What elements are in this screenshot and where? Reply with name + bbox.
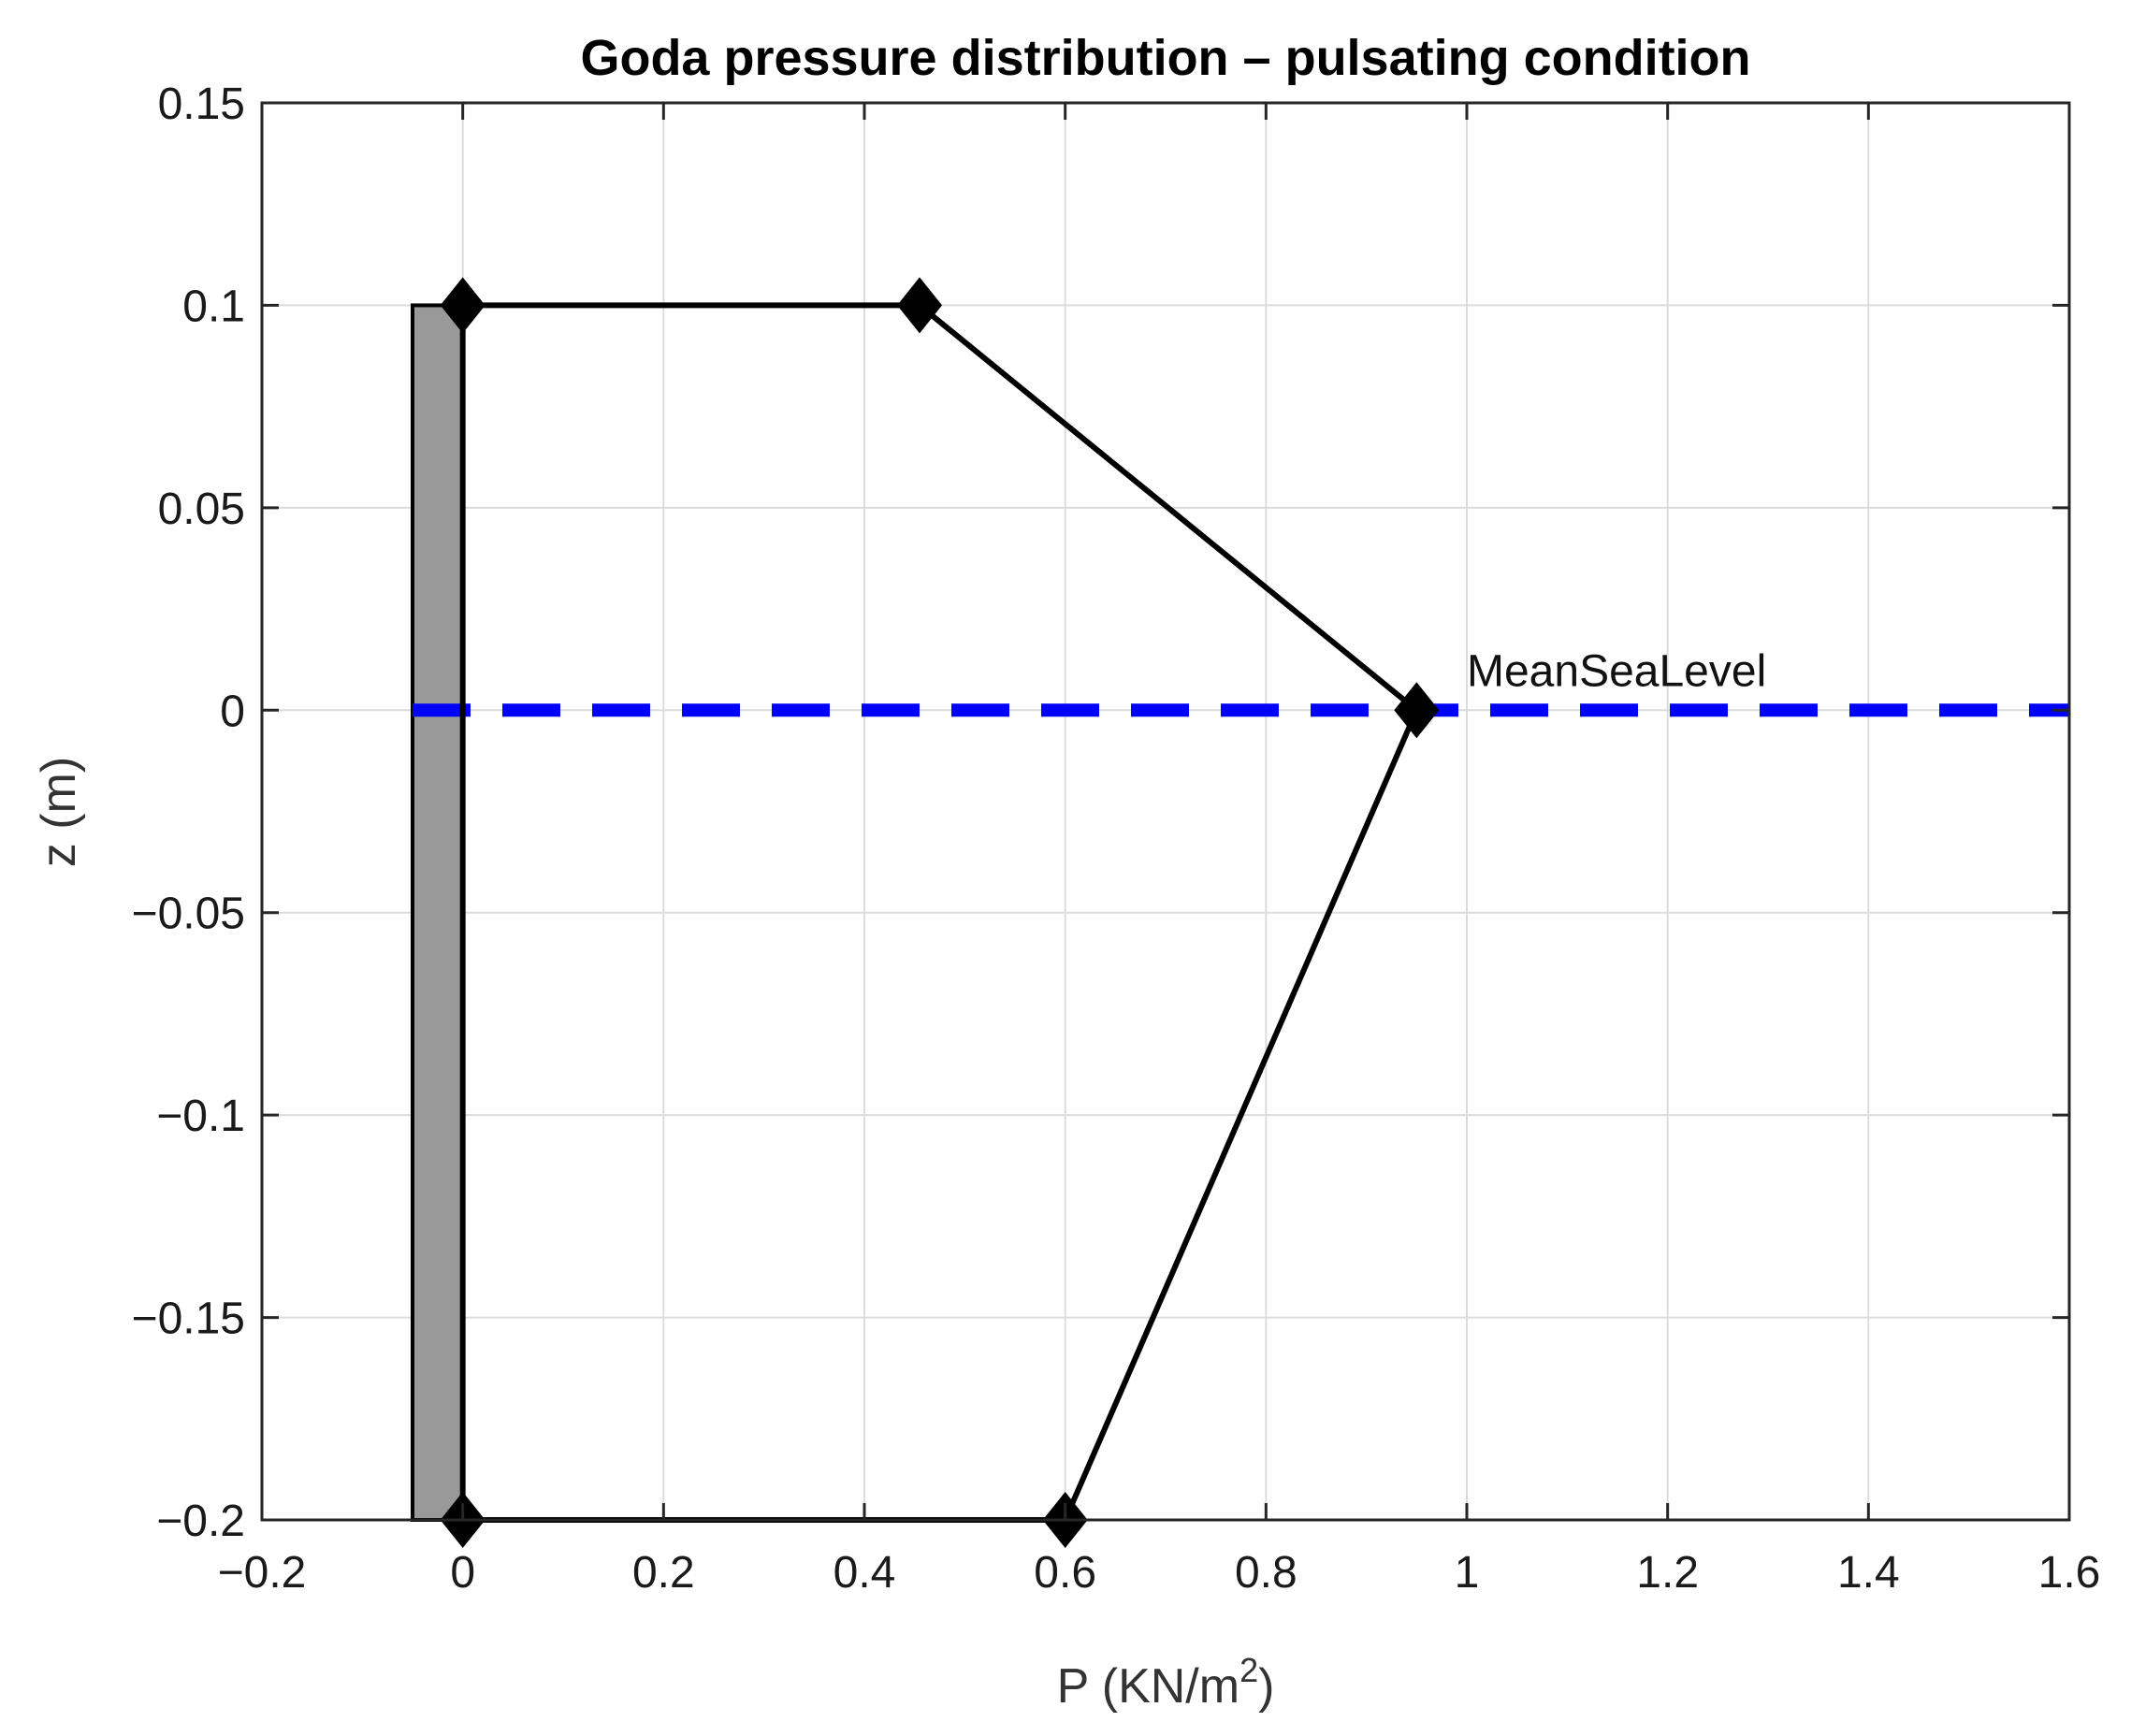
y-tick-label: 0.15 xyxy=(158,80,245,129)
x-axis-label: P (KN/m2) xyxy=(1057,1651,1275,1714)
y-tick-label: 0 xyxy=(220,687,245,736)
y-tick-label: −0.1 xyxy=(156,1092,245,1141)
axes-background xyxy=(262,103,2069,1520)
y-tick-label: −0.2 xyxy=(156,1497,245,1546)
diamond-marker xyxy=(1394,682,1440,739)
y-tick-label: −0.15 xyxy=(132,1295,245,1344)
x-tick-label: 1.2 xyxy=(1636,1548,1699,1598)
x-tick-label: 1 xyxy=(1455,1548,1480,1598)
y-axis-label: z (m) xyxy=(32,757,86,867)
x-axis-label-close: ) xyxy=(1258,1659,1274,1714)
chart-title: Goda pressure distribution – pulsating c… xyxy=(580,30,1750,86)
x-axis-label-superscript: 2 xyxy=(1239,1651,1258,1689)
breakwater-wall xyxy=(411,303,465,1522)
axes-box xyxy=(260,101,2071,1522)
diamond-marker xyxy=(440,277,486,334)
x-tick-label: 0.4 xyxy=(834,1548,896,1598)
y-tick-label: 0.1 xyxy=(182,282,245,331)
y-tick-labels: 0.15 0.1 0.05 0 −0.05 −0.1 −0.15 −0.2 xyxy=(132,80,245,1546)
x-tick-label: 0.2 xyxy=(632,1548,695,1598)
x-tick-labels: −0.2 0 0.2 0.4 0.6 0.8 1 1.2 1.4 1.6 xyxy=(218,1548,2101,1598)
pressure-profile-layer xyxy=(459,302,1420,1523)
x-tick-label: 0 xyxy=(450,1548,475,1598)
x-tick-label: 0.6 xyxy=(1034,1548,1096,1598)
mean-sea-level-label: MeanSeaLevel xyxy=(1467,646,1766,696)
x-axis-label-main: P (KN/m xyxy=(1057,1659,1240,1714)
diamond-marker xyxy=(897,277,943,334)
x-tick-label: −0.2 xyxy=(218,1548,307,1598)
axis-ticks xyxy=(260,101,2071,1522)
pressure-profile-line xyxy=(459,302,1420,1523)
y-tick-label: 0.05 xyxy=(158,485,245,534)
x-tick-label: 1.4 xyxy=(1837,1548,1900,1598)
x-tick-label: 0.8 xyxy=(1235,1548,1297,1598)
y-tick-label: −0.05 xyxy=(132,890,245,939)
x-tick-label: 1.6 xyxy=(2038,1548,2101,1598)
wall-layer xyxy=(411,303,465,1522)
